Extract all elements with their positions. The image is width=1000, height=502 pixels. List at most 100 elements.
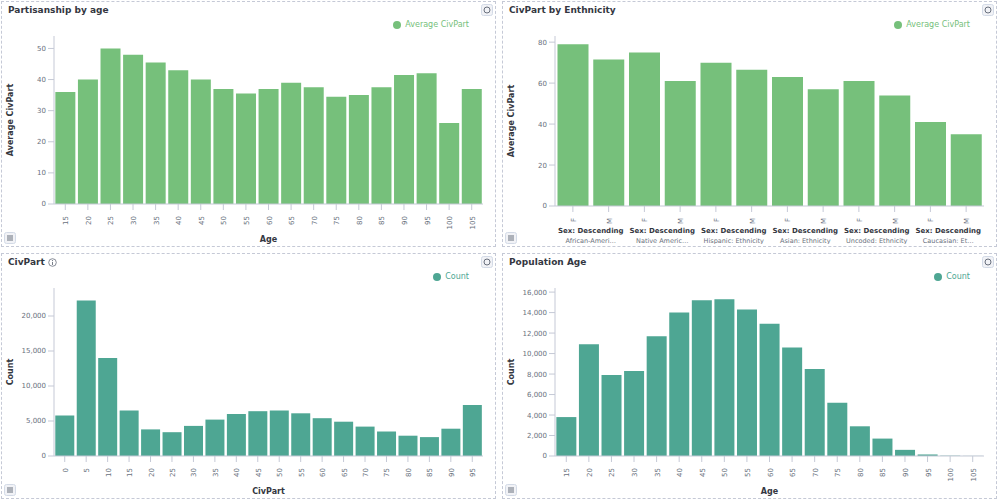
svg-text:Count: Count [8,359,15,386]
svg-text:50: 50 [721,468,729,477]
svg-text:50: 50 [220,216,228,225]
svg-text:10: 10 [105,468,113,477]
svg-text:African-Ameri…: African-Ameri… [565,237,616,244]
svg-text:F: F [641,218,649,222]
svg-text:105: 105 [469,216,477,229]
svg-text:0: 0 [42,452,46,460]
svg-text:80: 80 [356,216,364,225]
svg-text:35: 35 [212,468,220,477]
svg-text:0: 0 [543,452,547,460]
svg-text:Sex: Descending: Sex: Descending [915,227,981,235]
svg-text:95: 95 [424,216,432,225]
svg-text:Count: Count [507,359,516,386]
svg-text:CivPart: CivPart [252,487,285,496]
svg-text:65: 65 [288,216,296,225]
svg-text:Sex: Descending: Sex: Descending [558,227,624,235]
svg-text:30: 30 [190,468,198,477]
svg-text:5,000: 5,000 [26,417,46,425]
svg-text:40: 40 [175,216,183,225]
svg-text:25: 25 [608,468,616,477]
svg-text:85: 85 [879,468,887,477]
svg-text:105: 105 [970,468,978,481]
svg-text:0: 0 [62,468,70,472]
svg-text:30: 30 [130,216,138,225]
svg-text:M: M [606,218,614,224]
svg-text:20,000: 20,000 [22,312,47,320]
svg-text:Age: Age [260,235,278,244]
svg-text:F: F [570,218,578,222]
svg-text:F: F [856,218,864,222]
svg-text:12,000: 12,000 [523,330,548,338]
svg-text:95: 95 [469,468,477,477]
svg-text:Sex: Descending: Sex: Descending [701,227,767,235]
svg-text:55: 55 [298,468,306,477]
svg-text:Age: Age [761,487,779,496]
svg-text:6,000: 6,000 [527,391,547,399]
svg-text:20: 20 [85,216,93,225]
svg-text:15: 15 [62,216,70,225]
svg-text:10,000: 10,000 [523,350,548,358]
svg-text:70: 70 [812,468,820,477]
svg-text:Caucasian: Et…: Caucasian: Et… [923,237,974,244]
svg-text:80: 80 [405,468,413,477]
svg-text:90: 90 [902,468,910,477]
svg-text:60: 60 [538,80,547,88]
svg-text:65: 65 [341,468,349,477]
svg-text:60: 60 [266,216,274,225]
svg-text:Uncoded: Ethnicity: Uncoded: Ethnicity [846,237,908,244]
svg-text:65: 65 [789,468,797,477]
svg-text:50: 50 [276,468,284,477]
svg-text:40: 40 [233,468,241,477]
svg-text:30: 30 [37,107,46,115]
svg-text:90: 90 [448,468,456,477]
svg-text:40: 40 [37,76,46,84]
svg-text:F: F [927,218,935,222]
svg-text:80: 80 [857,468,865,477]
svg-text:F: F [784,218,792,222]
svg-text:15: 15 [126,468,134,477]
svg-text:45: 45 [198,216,206,225]
svg-text:55: 55 [243,216,251,225]
svg-text:15: 15 [563,468,571,477]
svg-text:20: 20 [586,468,594,477]
svg-text:95: 95 [925,468,933,477]
svg-text:0: 0 [543,202,547,210]
svg-text:Hispanic: Ethnicity: Hispanic: Ethnicity [704,237,765,244]
svg-text:8,000: 8,000 [527,371,547,379]
svg-text:Sex: Descending: Sex: Descending [844,227,910,235]
svg-text:55: 55 [744,468,752,477]
svg-text:85: 85 [378,216,386,225]
svg-text:75: 75 [834,468,842,477]
svg-text:0: 0 [42,200,46,208]
svg-text:20: 20 [538,162,547,170]
svg-text:10,000: 10,000 [22,382,47,390]
svg-text:25: 25 [107,216,115,225]
svg-text:M: M [820,218,828,224]
svg-text:70: 70 [311,216,319,225]
svg-text:40: 40 [676,468,684,477]
svg-text:14,000: 14,000 [523,309,548,317]
svg-text:Average CivPart: Average CivPart [8,84,15,157]
svg-text:35: 35 [654,468,662,477]
svg-text:100: 100 [947,468,955,481]
svg-text:Native Americ…: Native Americ… [636,237,688,244]
svg-text:80: 80 [538,39,547,47]
svg-text:25: 25 [169,468,177,477]
svg-text:45: 45 [255,468,263,477]
svg-text:85: 85 [426,468,434,477]
svg-text:M: M [677,218,685,224]
svg-text:75: 75 [333,216,341,225]
svg-text:20: 20 [148,468,156,477]
svg-text:60: 60 [319,468,327,477]
svg-text:10: 10 [37,169,46,177]
svg-text:35: 35 [153,216,161,225]
svg-text:M: M [963,218,971,224]
svg-text:Average CivPart: Average CivPart [507,85,516,158]
svg-text:20: 20 [37,138,46,146]
svg-text:45: 45 [699,468,707,477]
svg-text:90: 90 [401,216,409,225]
svg-text:Sex: Descending: Sex: Descending [629,227,695,235]
svg-text:2,000: 2,000 [527,432,547,440]
svg-text:100: 100 [446,216,454,229]
svg-text:M: M [749,218,757,224]
